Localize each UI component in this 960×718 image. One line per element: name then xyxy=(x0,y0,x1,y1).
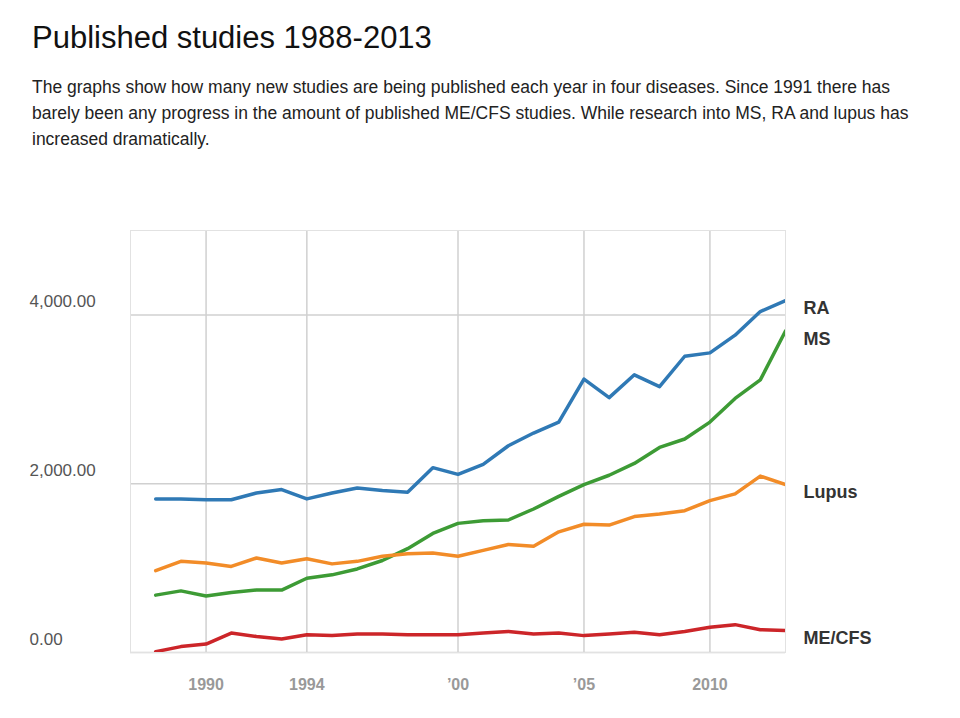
svg-text:ME/CFS: ME/CFS xyxy=(804,628,872,648)
html-text:The graphs show how many new s: The graphs show how many new studies are… xyxy=(32,77,909,149)
svg-text:1994: 1994 xyxy=(289,676,325,693)
svg-text:RA: RA xyxy=(804,298,830,318)
svg-text:4,000.00: 4,000.00 xyxy=(30,292,96,311)
svg-text:2,000.00: 2,000.00 xyxy=(30,461,96,480)
svg-text:’05: ’05 xyxy=(573,676,595,693)
html-text:Published studies 1988-2013: Published studies 1988-2013 xyxy=(32,20,432,55)
svg-text:0.00: 0.00 xyxy=(30,630,63,649)
svg-text:1990: 1990 xyxy=(188,676,224,693)
svg-text:2010: 2010 xyxy=(692,676,728,693)
svg-text:MS: MS xyxy=(804,329,831,349)
svg-text:Lupus: Lupus xyxy=(804,482,858,502)
svg-text:’00: ’00 xyxy=(447,676,469,693)
